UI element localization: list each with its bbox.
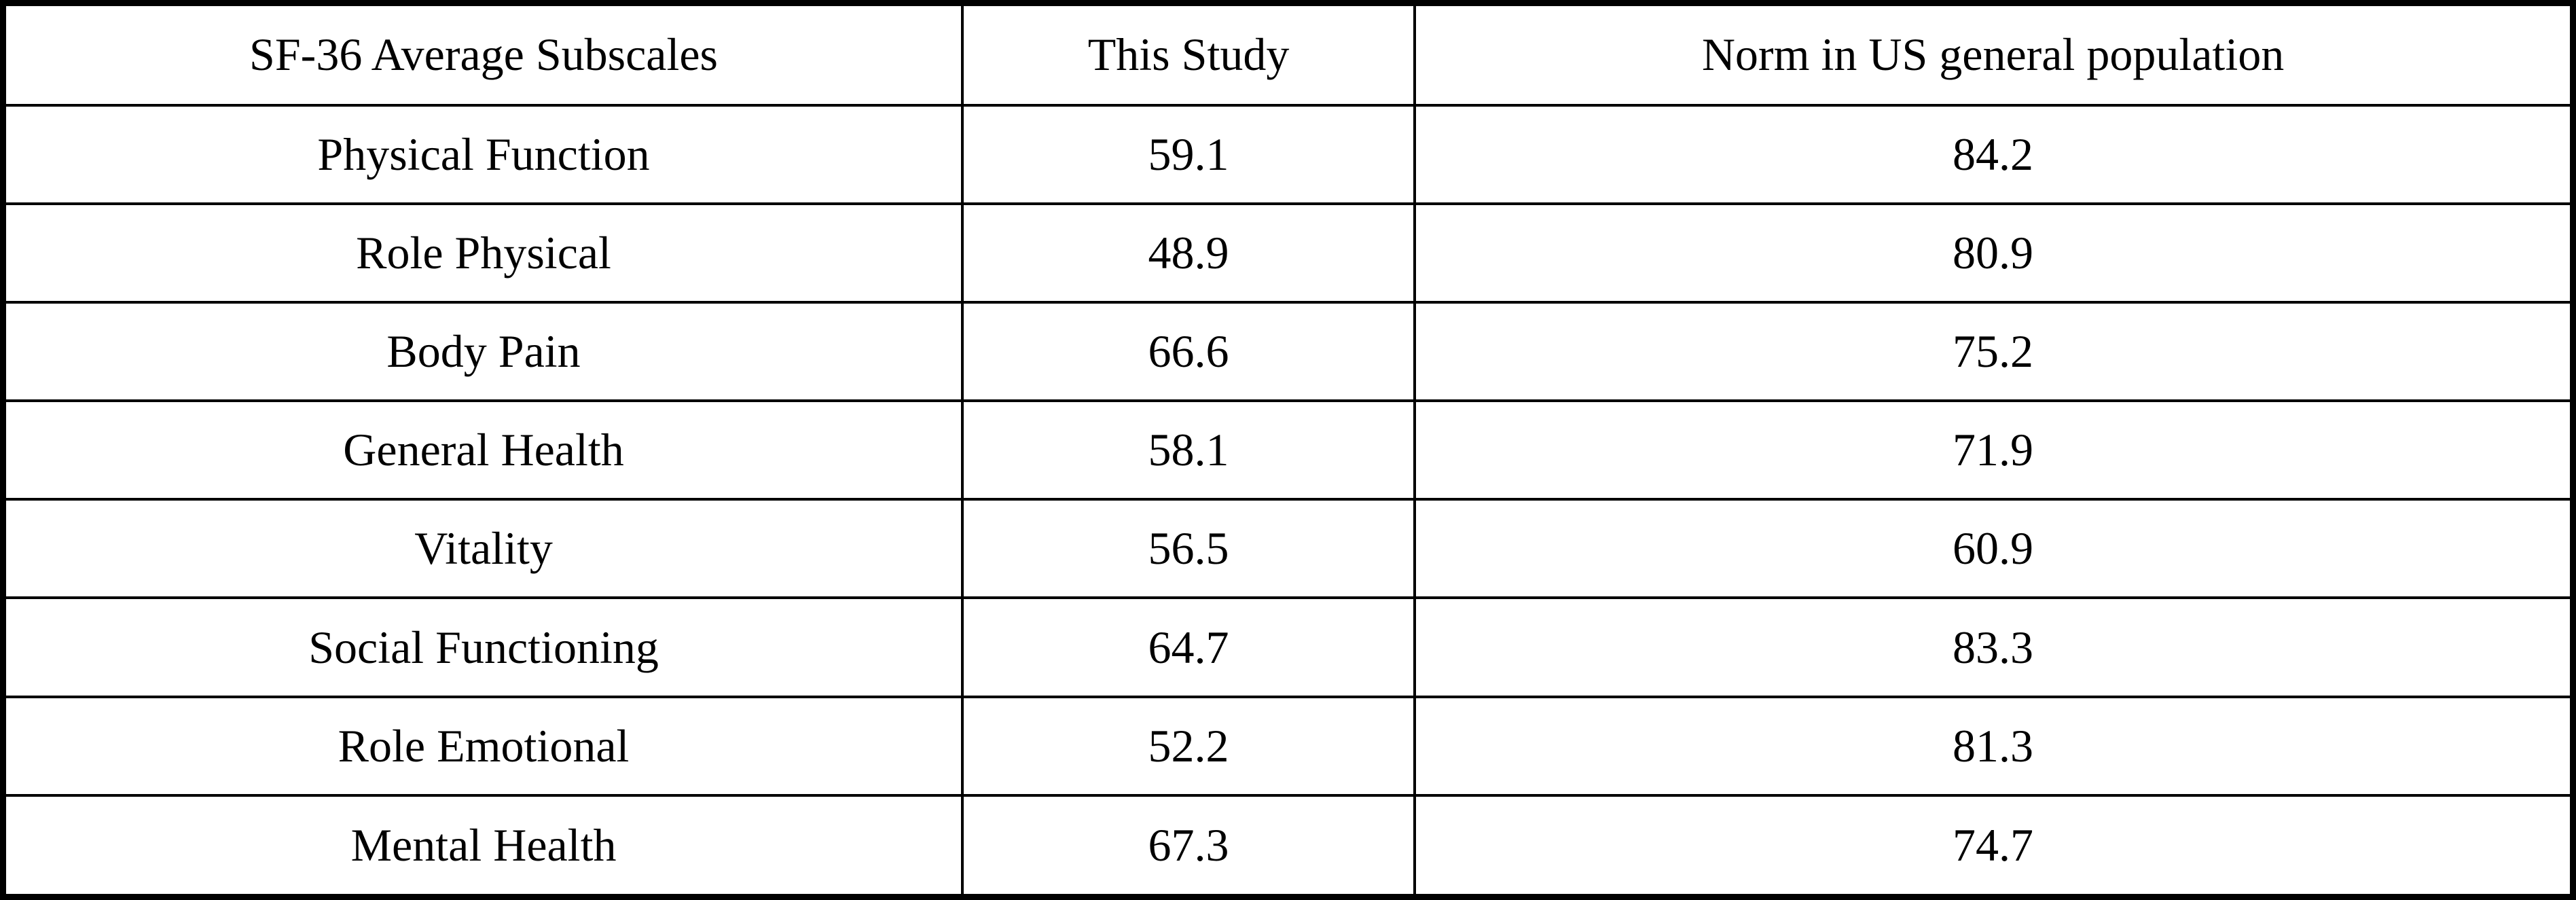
this-study-value-cell: 64.7 <box>961 596 1417 698</box>
table-row: Physical Function 59.1 84.2 <box>1 103 2575 205</box>
subscale-label-cell: Body Pain <box>1 300 964 403</box>
column-header-norm-us-population: Norm in US general population <box>1413 1 2575 107</box>
column-header-this-study: This Study <box>961 1 1417 107</box>
table-body: Physical Function 59.1 84.2 Role Physica… <box>1 103 2575 899</box>
subscale-label-cell: Social Functioning <box>1 596 964 698</box>
subscale-label-cell: General Health <box>1 399 964 501</box>
this-study-value-cell: 58.1 <box>961 399 1417 501</box>
norm-value-cell: 71.9 <box>1413 399 2575 501</box>
subscale-label-cell: Vitality <box>1 498 964 600</box>
table-row: Role Physical 48.9 80.9 <box>1 202 2575 304</box>
column-header-subscales: SF-36 Average Subscales <box>1 1 964 107</box>
this-study-value-cell: 59.1 <box>961 103 1417 205</box>
table-header: SF-36 Average Subscales This Study Norm … <box>1 1 2575 107</box>
norm-value-cell: 75.2 <box>1413 300 2575 403</box>
this-study-value-cell: 52.2 <box>961 695 1417 797</box>
subscale-label-cell: Physical Function <box>1 103 964 205</box>
subscale-label-cell: Role Emotional <box>1 695 964 797</box>
table-row: Mental Health 67.3 74.7 <box>1 793 2575 899</box>
subscale-label-cell: Mental Health <box>1 793 964 899</box>
norm-value-cell: 83.3 <box>1413 596 2575 698</box>
norm-value-cell: 81.3 <box>1413 695 2575 797</box>
this-study-value-cell: 48.9 <box>961 202 1417 304</box>
table-row: Role Emotional 52.2 81.3 <box>1 695 2575 797</box>
norm-value-cell: 80.9 <box>1413 202 2575 304</box>
table-row: Vitality 56.5 60.9 <box>1 498 2575 600</box>
table-row: Social Functioning 64.7 83.3 <box>1 596 2575 698</box>
subscale-label-cell: Role Physical <box>1 202 964 304</box>
header-row: SF-36 Average Subscales This Study Norm … <box>1 1 2575 107</box>
this-study-value-cell: 56.5 <box>961 498 1417 600</box>
this-study-value-cell: 66.6 <box>961 300 1417 403</box>
norm-value-cell: 60.9 <box>1413 498 2575 600</box>
norm-value-cell: 74.7 <box>1413 793 2575 899</box>
table-row: Body Pain 66.6 75.2 <box>1 300 2575 403</box>
this-study-value-cell: 67.3 <box>961 793 1417 899</box>
table-row: General Health 58.1 71.9 <box>1 399 2575 501</box>
norm-value-cell: 84.2 <box>1413 103 2575 205</box>
